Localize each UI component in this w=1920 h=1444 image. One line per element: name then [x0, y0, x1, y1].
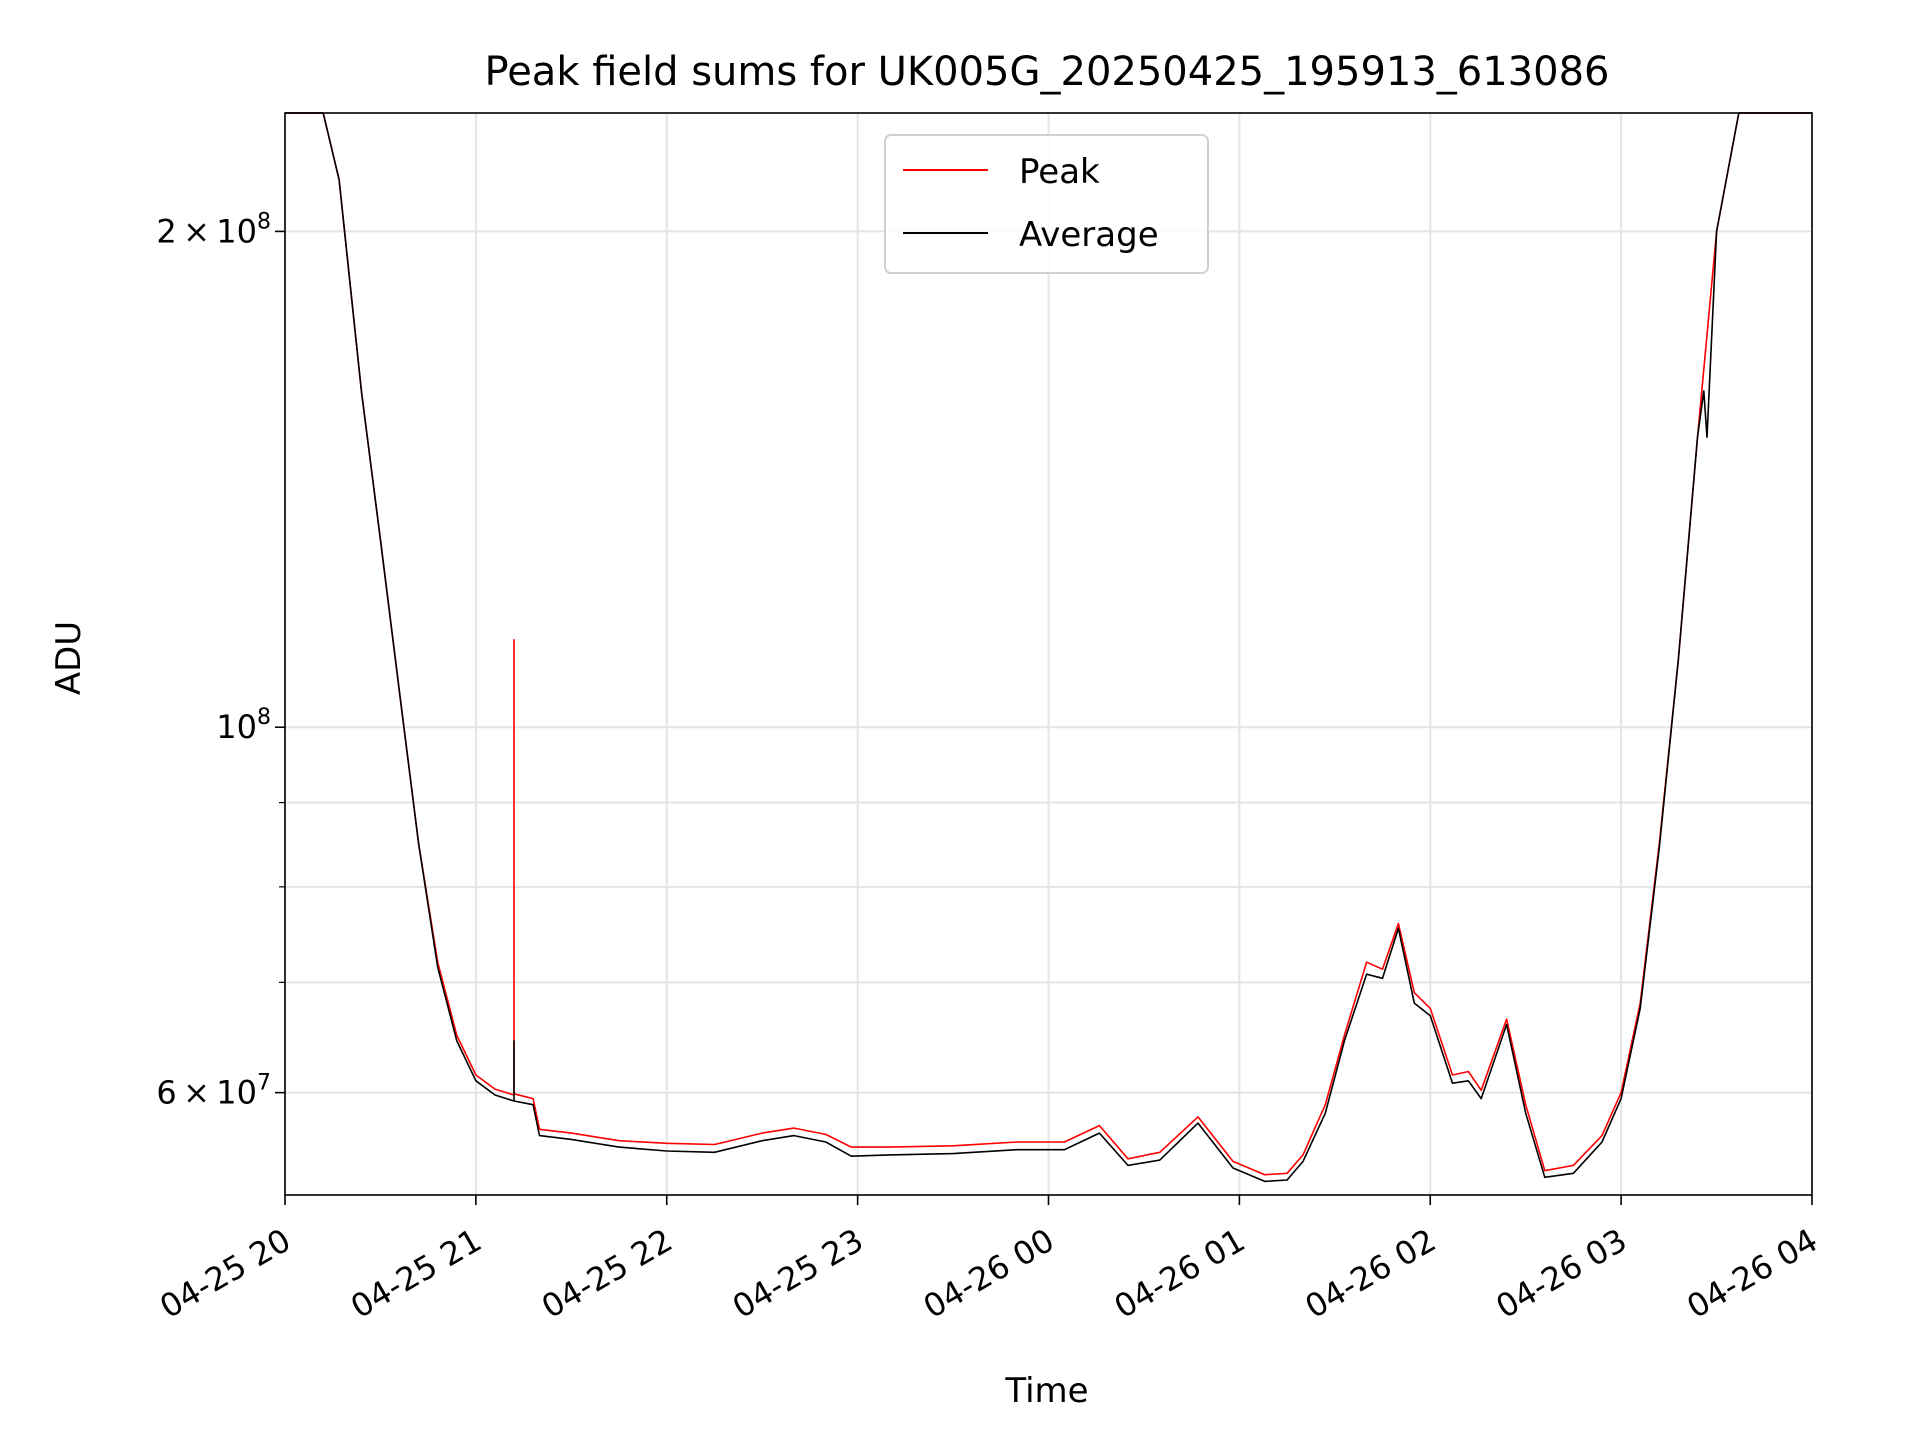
series-layer — [285, 112, 1812, 1183]
y-tick-label: 6 × 107 — [156, 1071, 271, 1112]
y-tick-label: 108 — [216, 705, 271, 746]
series-line-average — [285, 112, 1812, 1183]
legend-label-peak: Peak — [1019, 152, 1100, 192]
y-tick-label: 2 × 108 — [156, 209, 271, 250]
series-line-peak — [285, 112, 1812, 1176]
legend: Peak Average — [884, 134, 1209, 274]
y-axis-label: ADU — [49, 621, 89, 695]
x-axis-label: Time — [1004, 1371, 1088, 1411]
chart-title: Peak field sums for UK005G_20250425_1959… — [485, 49, 1610, 95]
legend-label-average: Average — [1019, 215, 1159, 255]
